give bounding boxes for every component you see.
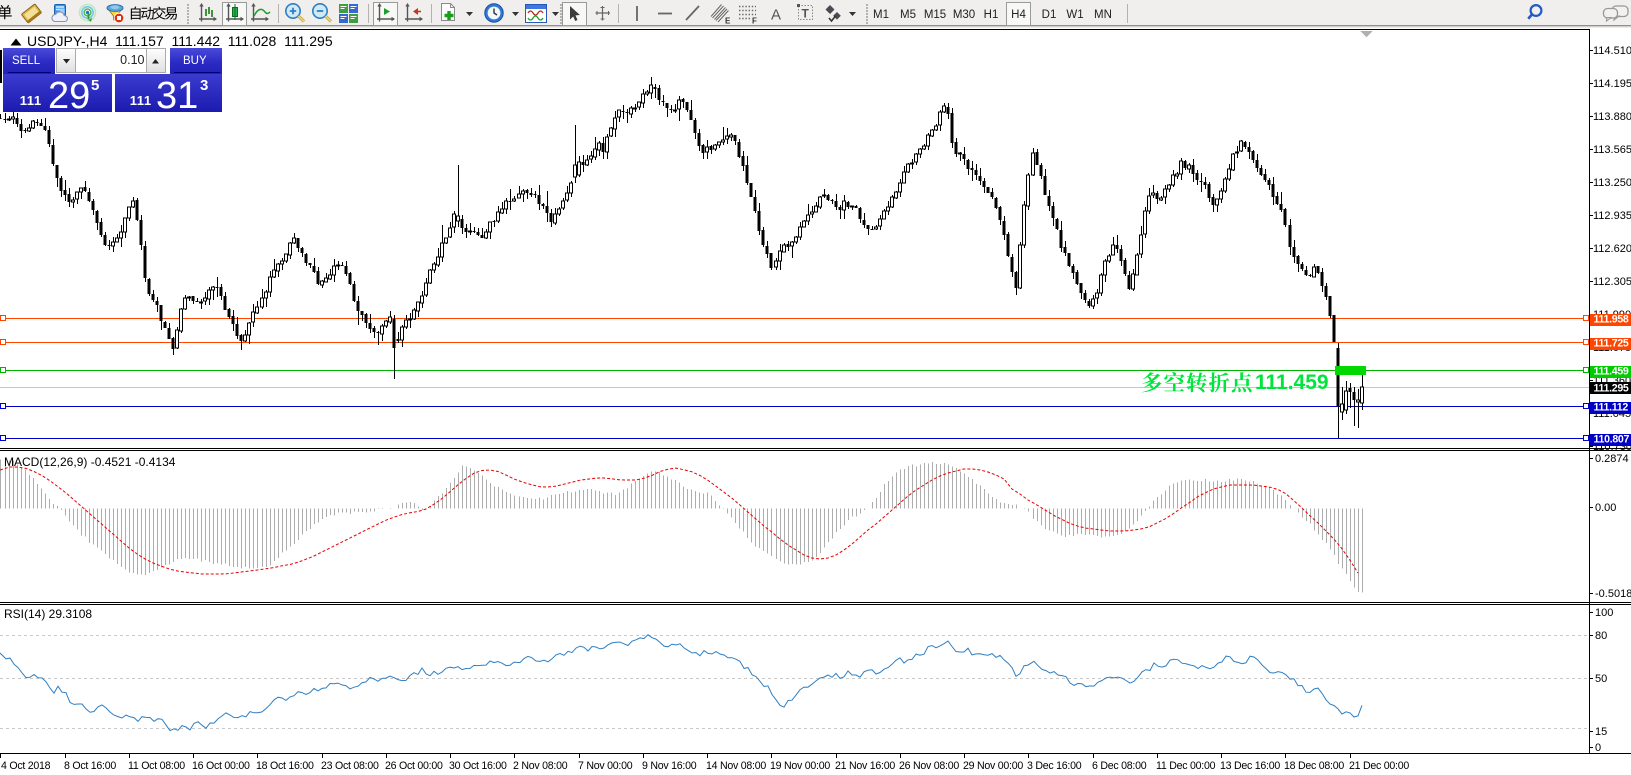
svg-text:14 Nov 08:00: 14 Nov 08:00 — [706, 760, 766, 772]
svg-text:21 Dec 00:00: 21 Dec 00:00 — [1349, 760, 1409, 772]
svg-text:USDJPY-,H4 111.157 111.442: USDJPY-,H4 111.157 111.442 111.028 111.2… — [27, 33, 333, 49]
svg-text:11 Dec 00:00: 11 Dec 00:00 — [1156, 760, 1216, 772]
svg-text:16 Oct 00:00: 16 Oct 00:00 — [192, 760, 250, 772]
svg-text:MACD(12,26,9) -0.4521 -0.4134: MACD(12,26,9) -0.4521 -0.4134 — [4, 455, 176, 469]
svg-text:19 Nov 00:00: 19 Nov 00:00 — [770, 760, 830, 772]
svg-text:18 Dec 08:00: 18 Dec 08:00 — [1284, 760, 1344, 772]
svg-text:111.725: 111.725 — [1594, 338, 1629, 350]
svg-text:M5: M5 — [900, 9, 916, 21]
svg-text:112.620: 112.620 — [1593, 243, 1631, 255]
svg-text:114.195: 114.195 — [1593, 78, 1631, 90]
svg-text:H1: H1 — [984, 9, 999, 21]
svg-text:4 Oct 2018: 4 Oct 2018 — [1, 760, 51, 772]
svg-text:6 Dec 08:00: 6 Dec 08:00 — [1092, 760, 1147, 772]
svg-text:111.459: 111.459 — [1255, 371, 1329, 394]
svg-text:113.250: 113.250 — [1593, 177, 1631, 189]
svg-text:F: F — [752, 17, 757, 26]
svg-text:111.295: 111.295 — [1594, 383, 1629, 395]
svg-text:29 Nov 00:00: 29 Nov 00:00 — [963, 760, 1023, 772]
svg-text:114.510: 114.510 — [1593, 45, 1631, 57]
svg-text:11 Oct 08:00: 11 Oct 08:00 — [128, 760, 185, 772]
svg-text:RSI(14) 29.3108: RSI(14) 29.3108 — [4, 607, 92, 621]
svg-text:110.807: 110.807 — [1594, 434, 1630, 446]
svg-text:21 Nov 16:00: 21 Nov 16:00 — [835, 760, 895, 772]
svg-text:113.565: 113.565 — [1593, 144, 1631, 156]
svg-text:26 Oct 00:00: 26 Oct 00:00 — [385, 760, 443, 772]
svg-text:0.00: 0.00 — [1595, 502, 1616, 514]
svg-text:M15: M15 — [924, 9, 946, 21]
svg-text:0: 0 — [1595, 742, 1601, 754]
svg-text:-0.5018: -0.5018 — [1595, 588, 1631, 600]
svg-text:0.2874: 0.2874 — [1595, 453, 1629, 465]
svg-text:3 Dec 16:00: 3 Dec 16:00 — [1027, 760, 1082, 772]
svg-text:23 Oct 08:00: 23 Oct 08:00 — [321, 760, 379, 772]
svg-text:7 Nov 00:00: 7 Nov 00:00 — [578, 760, 633, 772]
svg-text:113.880: 113.880 — [1593, 111, 1631, 123]
svg-text:112.935: 112.935 — [1593, 210, 1631, 222]
svg-text:111.112: 111.112 — [1594, 402, 1629, 414]
svg-text:2 Nov 08:00: 2 Nov 08:00 — [513, 760, 568, 772]
svg-text:30 Oct 16:00: 30 Oct 16:00 — [449, 760, 507, 772]
svg-text:MN: MN — [1094, 9, 1112, 21]
svg-text:M30: M30 — [953, 9, 975, 21]
svg-text:H4: H4 — [1011, 9, 1026, 21]
svg-text:A: A — [771, 7, 781, 24]
svg-text:111.958: 111.958 — [1594, 314, 1629, 326]
svg-text:26 Nov 08:00: 26 Nov 08:00 — [899, 760, 959, 772]
svg-text:T: T — [802, 7, 810, 21]
svg-text:112.305: 112.305 — [1593, 276, 1631, 288]
svg-text:8 Oct 16:00: 8 Oct 16:00 — [64, 760, 116, 772]
svg-text:13 Dec 16:00: 13 Dec 16:00 — [1220, 760, 1280, 772]
svg-text:50: 50 — [1595, 673, 1607, 685]
svg-text:E: E — [725, 17, 731, 26]
svg-text:9 Nov 16:00: 9 Nov 16:00 — [642, 760, 697, 772]
svg-text:100: 100 — [1595, 607, 1613, 619]
svg-text:18 Oct 16:00: 18 Oct 16:00 — [256, 760, 314, 772]
svg-text:M1: M1 — [873, 9, 889, 21]
svg-text:D1: D1 — [1042, 9, 1057, 21]
svg-text:15: 15 — [1595, 726, 1607, 738]
svg-text:W1: W1 — [1066, 9, 1083, 21]
svg-text:111.459: 111.459 — [1594, 366, 1629, 378]
svg-text:80: 80 — [1595, 630, 1607, 642]
